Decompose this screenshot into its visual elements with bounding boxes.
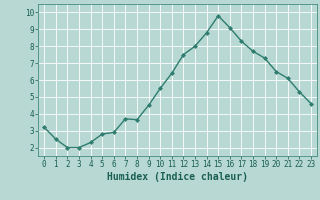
X-axis label: Humidex (Indice chaleur): Humidex (Indice chaleur) — [107, 172, 248, 182]
